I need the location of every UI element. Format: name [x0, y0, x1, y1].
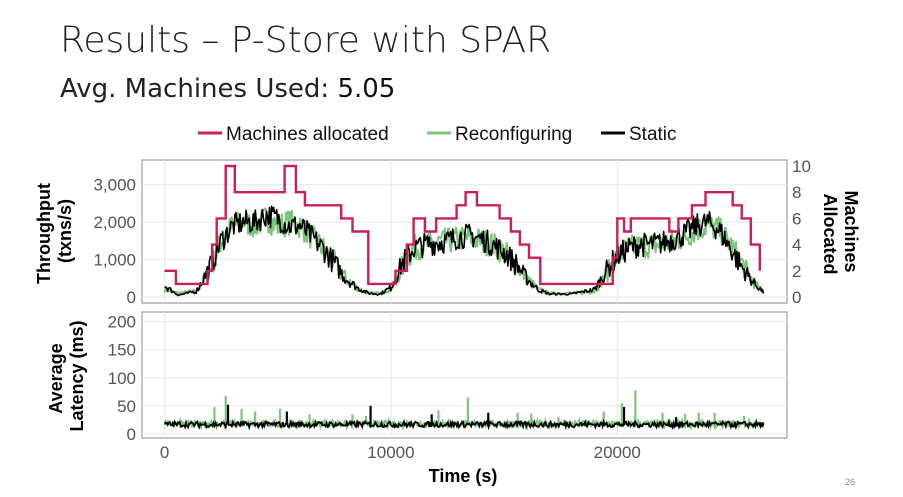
throughput-y-ticks: 0 1,000 2,000 3,000: [93, 176, 136, 307]
latency-panel: [141, 311, 788, 439]
x-axis-label: Time (s): [429, 466, 498, 486]
legend-label-static: Static: [629, 124, 677, 145]
throughput-tick-label: 3,000: [93, 176, 136, 195]
latency-tick-label: 50: [117, 397, 136, 416]
x-tick-label: 0: [160, 443, 169, 462]
throughput-tick-label: 0: [127, 288, 136, 307]
throughput-ylabel: Throughput (txns/s): [34, 178, 75, 284]
latency-series: [163, 390, 765, 432]
machines-tick-label: 8: [792, 183, 801, 202]
machines-tick-label: 4: [792, 236, 801, 255]
throughput-series: [163, 164, 765, 297]
legend: Machines allocated Reconfiguring Static: [198, 124, 677, 145]
latency-tick-label: 200: [108, 313, 136, 332]
machines-tick-label: 6: [792, 209, 801, 228]
latency-ylabel: Average Latency (ms): [46, 320, 87, 431]
latency-ylabel-line2: Latency (ms): [67, 320, 87, 431]
throughput-ylabel-line2: (txns/s): [55, 199, 75, 263]
subtitle-value: 5.05: [337, 74, 396, 104]
subtitle-label: Avg. Machines Used:: [60, 74, 338, 104]
machines-tick-label: 2: [792, 262, 801, 281]
machines-ylabel: Machines Allocated: [820, 190, 861, 277]
latency-tick-label: 100: [108, 369, 136, 388]
latency-ylabel-line1: Average: [46, 343, 66, 413]
machines-allocated-line: [164, 164, 761, 286]
static-line: [164, 205, 765, 297]
static-latency-line: [163, 418, 765, 431]
machines-ylabel-line1: Machines: [841, 190, 861, 272]
legend-label-machines: Machines allocated: [226, 124, 389, 145]
x-ticks: 0 10000 20000: [160, 443, 641, 462]
machines-ylabel-line2: Allocated: [820, 193, 840, 274]
legend-label-reconfiguring: Reconfiguring: [455, 124, 572, 145]
x-tick-label: 10000: [367, 443, 414, 462]
page-number: 26: [844, 477, 855, 487]
latency-tick-label: 150: [108, 341, 136, 360]
latency-tick-label: 0: [127, 425, 136, 444]
throughput-tick-label: 1,000: [93, 251, 136, 270]
machines-tick-label: 10: [792, 157, 811, 176]
x-tick-label: 20000: [594, 443, 641, 462]
machines-tick-label: 0: [792, 288, 801, 307]
throughput-ylabel-line1: Throughput: [34, 183, 54, 284]
latency-grid: [142, 312, 787, 438]
throughput-tick-label: 2,000: [93, 213, 136, 232]
latency-y-ticks: 0 50 100 150 200: [108, 313, 136, 444]
machines-y-ticks: 0 2 4 6 8 10: [792, 157, 811, 307]
slide-title: Results – P-Store with SPAR: [60, 20, 552, 61]
slide-subtitle: Avg. Machines Used: 5.05: [60, 74, 395, 104]
